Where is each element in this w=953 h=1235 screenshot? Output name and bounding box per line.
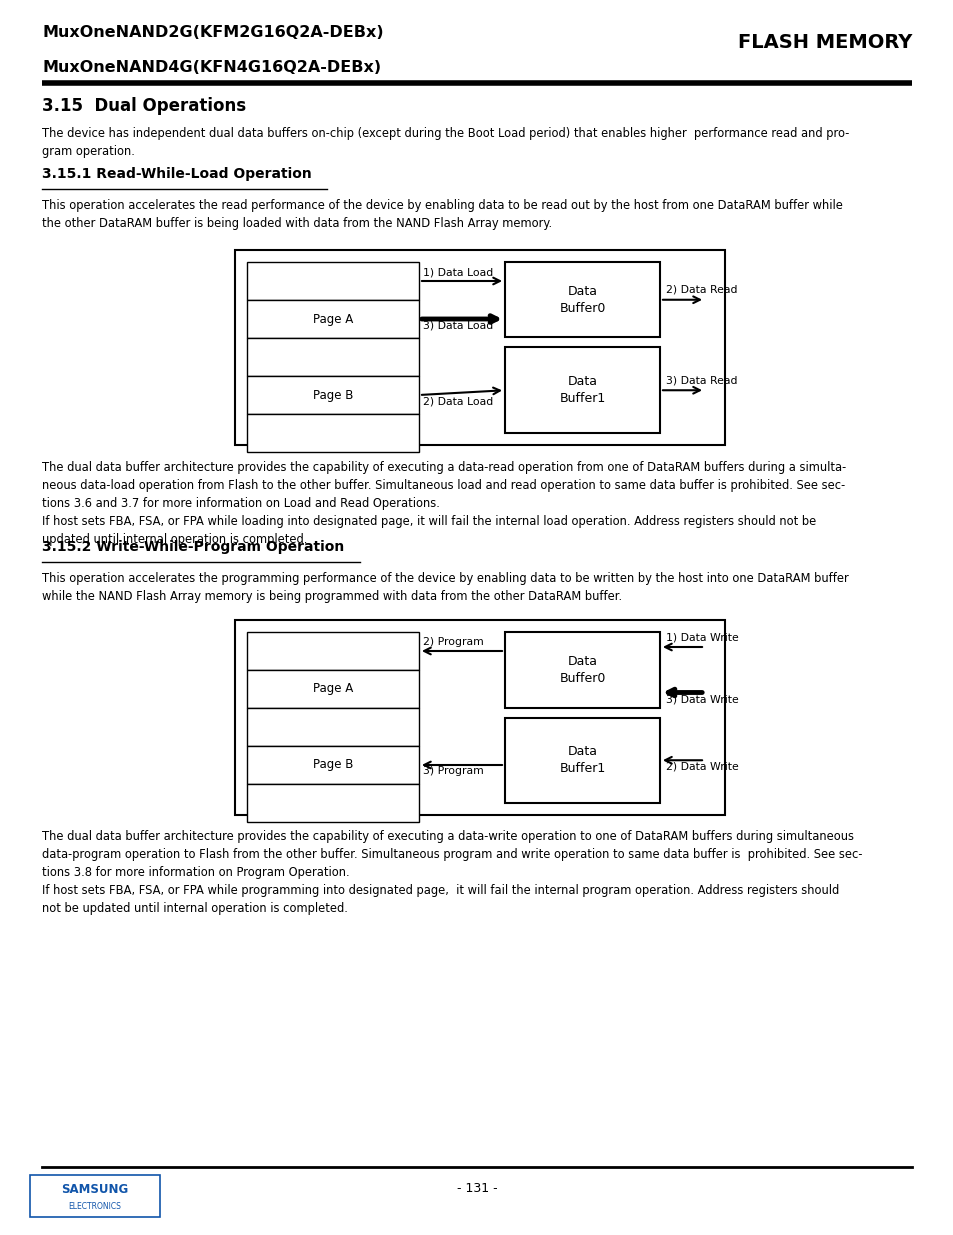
Text: Data
Buffer0: Data Buffer0 xyxy=(558,285,605,315)
Text: 3.15.1 Read-While-Load Operation: 3.15.1 Read-While-Load Operation xyxy=(42,167,312,182)
Text: 1) Data Write: 1) Data Write xyxy=(665,634,738,643)
Text: 2) Program: 2) Program xyxy=(422,637,483,647)
Text: 3) Data Write: 3) Data Write xyxy=(665,694,738,704)
Bar xyxy=(247,414,418,452)
Bar xyxy=(247,671,418,708)
Text: 3.15  Dual Operations: 3.15 Dual Operations xyxy=(42,98,246,115)
Bar xyxy=(247,375,418,414)
Text: This operation accelerates the read performance of the device by enabling data t: This operation accelerates the read perf… xyxy=(42,199,842,230)
Text: The dual data buffer architecture provides the capability of executing a data-re: The dual data buffer architecture provid… xyxy=(42,461,845,546)
Bar xyxy=(504,347,659,433)
Bar xyxy=(504,718,659,803)
Text: 3) Data Read: 3) Data Read xyxy=(665,375,737,385)
Text: MuxOneNAND4G(KFN4G16Q2A-DEBx): MuxOneNAND4G(KFN4G16Q2A-DEBx) xyxy=(42,61,381,75)
Bar xyxy=(30,1174,160,1216)
Text: SAMSUNG: SAMSUNG xyxy=(61,1183,129,1197)
Bar xyxy=(247,746,418,784)
Text: Page A: Page A xyxy=(313,312,353,326)
Text: MuxOneNAND2G(KFM2G16Q2A-DEBx): MuxOneNAND2G(KFM2G16Q2A-DEBx) xyxy=(42,25,383,40)
Text: Data
Buffer1: Data Buffer1 xyxy=(558,375,605,405)
Text: 2) Data Read: 2) Data Read xyxy=(665,285,737,295)
Text: Page A: Page A xyxy=(313,683,353,695)
Bar xyxy=(247,784,418,823)
Bar xyxy=(247,632,418,671)
Text: Page B: Page B xyxy=(313,389,353,401)
Text: Page B: Page B xyxy=(313,758,353,772)
Text: Data
Buffer1: Data Buffer1 xyxy=(558,745,605,776)
Bar xyxy=(247,300,418,338)
Text: 3.15.2 Write-While-Program Operation: 3.15.2 Write-While-Program Operation xyxy=(42,540,344,555)
Text: 1) Data Load: 1) Data Load xyxy=(422,267,493,277)
Bar xyxy=(504,262,659,337)
Text: 3) Program: 3) Program xyxy=(422,766,483,776)
Text: The device has independent dual data buffers on-chip (except during the Boot Loa: The device has independent dual data buf… xyxy=(42,127,848,158)
Text: The dual data buffer architecture provides the capability of executing a data-wr: The dual data buffer architecture provid… xyxy=(42,830,862,915)
Bar xyxy=(234,249,724,445)
Text: - 131 -: - 131 - xyxy=(456,1182,497,1195)
Bar xyxy=(247,708,418,746)
Text: Data
Buffer0: Data Buffer0 xyxy=(558,655,605,684)
Bar xyxy=(247,338,418,375)
Bar xyxy=(247,262,418,300)
Text: ELECTRONICS: ELECTRONICS xyxy=(69,1202,121,1212)
Text: 3) Data Load: 3) Data Load xyxy=(422,320,493,330)
Text: This operation accelerates the programming performance of the device by enabling: This operation accelerates the programmi… xyxy=(42,572,848,603)
Text: 2) Data Write: 2) Data Write xyxy=(665,761,738,771)
Text: FLASH MEMORY: FLASH MEMORY xyxy=(737,32,911,52)
Text: 2) Data Load: 2) Data Load xyxy=(422,396,493,406)
Bar xyxy=(504,632,659,708)
Bar xyxy=(234,620,724,815)
